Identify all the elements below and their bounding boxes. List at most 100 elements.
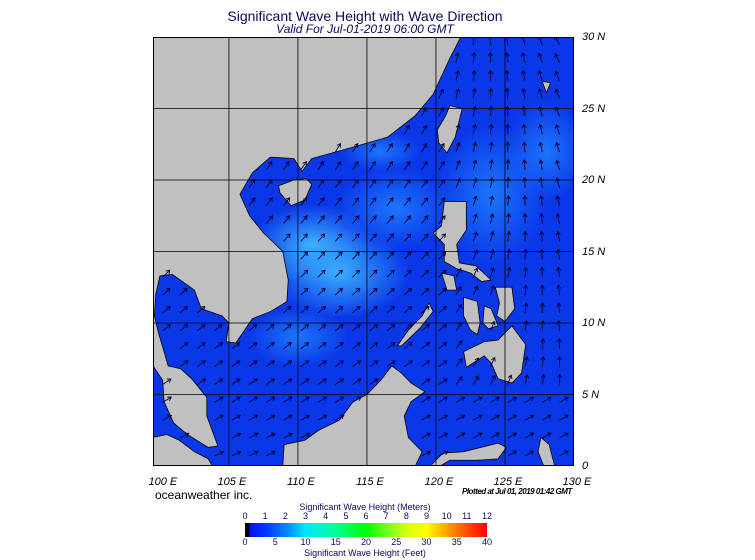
- wave-direction-arrow: [300, 197, 308, 207]
- wave-direction-arrow: [473, 432, 483, 439]
- wave-direction-arrow: [317, 287, 326, 296]
- land-panay-negros: [463, 296, 481, 336]
- wave-direction-arrow: [522, 230, 528, 242]
- lat-label: 25 N: [582, 102, 606, 115]
- wave-direction-arrow: [369, 251, 378, 260]
- wave-direction-arrow: [473, 396, 483, 403]
- wave-direction-arrow: [522, 212, 528, 224]
- wave-direction-arrow: [455, 432, 466, 439]
- wave-direction-arrow: [403, 251, 412, 260]
- wave-direction-arrow: [403, 215, 412, 224]
- land-luzon: [432, 201, 493, 282]
- wave-direction-arrow: [162, 269, 171, 278]
- wave-direction-arrow: [214, 342, 224, 350]
- lat-label: 15 N: [582, 245, 606, 258]
- wave-direction-arrow: [317, 305, 327, 314]
- wave-direction-arrow: [504, 87, 510, 99]
- land-halmahera: [537, 436, 556, 466]
- wave-direction-arrow: [403, 160, 411, 171]
- wave-direction-arrow: [317, 160, 325, 171]
- lat-label: 30 N: [582, 31, 606, 43]
- wave-direction-arrow: [162, 414, 173, 421]
- wave-direction-arrow: [334, 414, 345, 421]
- wave-direction-arrow: [421, 450, 432, 457]
- wave-direction-arrow: [265, 160, 273, 171]
- wave-direction-arrow: [455, 141, 461, 153]
- wave-direction-arrow: [403, 142, 411, 153]
- wave-direction-arrow: [421, 251, 429, 260]
- wave-direction-arrow: [538, 159, 544, 171]
- wave-direction-arrow: [352, 360, 362, 367]
- wave-direction-arrow: [265, 324, 275, 332]
- wave-direction-arrow: [472, 123, 478, 135]
- wave-direction-arrow: [265, 378, 276, 385]
- wave-direction-arrow: [559, 396, 569, 403]
- wave-direction-arrow: [438, 324, 448, 332]
- wave-direction-arrow: [386, 360, 396, 367]
- wave-direction-arrow: [386, 160, 394, 171]
- wave-direction-arrow: [386, 305, 396, 314]
- wave-direction-arrow: [317, 324, 327, 332]
- wave-direction-arrow: [334, 197, 342, 207]
- wave-direction-arrow: [334, 142, 341, 153]
- wave-direction-arrow: [283, 324, 292, 332]
- wave-direction-arrow: [214, 450, 225, 457]
- wave-direction-arrow: [472, 375, 480, 385]
- wave-direction-arrow: [231, 396, 241, 403]
- wave-direction-arrow: [214, 324, 223, 332]
- wave-direction-arrow: [265, 396, 276, 403]
- wave-direction-arrow: [554, 141, 560, 153]
- wave-direction-arrow: [300, 432, 311, 439]
- wave-direction-arrow: [352, 197, 360, 207]
- lat-label: 5 N: [582, 388, 600, 401]
- wave-direction-arrow: [369, 305, 378, 314]
- wave-direction-arrow: [438, 88, 445, 99]
- plotted-time: Plotted at Jul 01, 2019 01:42 GMT: [462, 487, 572, 496]
- wave-direction-arrow: [248, 324, 258, 332]
- wave-direction-arrow: [421, 287, 430, 296]
- wave-direction-arrow: [421, 378, 431, 385]
- wave-direction-arrow: [524, 414, 535, 421]
- wave-direction-arrow: [283, 414, 293, 421]
- wave-direction-arrow: [521, 69, 527, 81]
- wave-direction-arrow: [283, 432, 294, 439]
- wave-direction-arrow: [248, 396, 259, 403]
- colorbar-title-feet: Significant Wave Height (Feet): [304, 548, 426, 558]
- wave-direction-arrow: [540, 373, 546, 385]
- wave-direction-arrow: [438, 160, 445, 171]
- wave-direction-arrow: [506, 212, 512, 224]
- wave-direction-arrow: [555, 159, 560, 171]
- wave-direction-arrow: [334, 251, 343, 260]
- wave-direction-arrow: [438, 305, 447, 314]
- wave-direction-arrow: [421, 414, 431, 421]
- wave-direction-arrow: [471, 51, 477, 63]
- wave-direction-arrow: [369, 215, 377, 224]
- wave-map: [153, 37, 574, 466]
- wave-direction-arrow: [386, 197, 394, 207]
- wave-direction-arrow: [317, 378, 327, 385]
- land-taiwan: [436, 105, 463, 154]
- wave-direction-arrow: [455, 285, 462, 296]
- wave-direction-arrow: [248, 450, 259, 457]
- wave-direction-arrow: [521, 123, 527, 135]
- wave-direction-arrow: [369, 360, 379, 367]
- wave-direction-arrow: [386, 233, 395, 242]
- wave-direction-arrow: [539, 230, 545, 242]
- wave-direction-arrow: [490, 266, 495, 278]
- wave-direction-arrow: [421, 233, 429, 242]
- wave-direction-arrow: [196, 342, 206, 350]
- wave-direction-arrow: [438, 432, 449, 439]
- wave-direction-arrow: [386, 269, 395, 278]
- colorbar-tick-feet: 15: [330, 537, 341, 547]
- wave-direction-arrow: [248, 432, 259, 439]
- wave-direction-arrow: [196, 305, 206, 314]
- wave-direction-arrow: [488, 87, 494, 99]
- wave-direction-arrow: [283, 305, 292, 314]
- wave-direction-arrow: [488, 141, 494, 153]
- wave-direction-arrow: [472, 141, 478, 153]
- colorbar-title-meters: Significant Wave Height (Meters): [299, 502, 431, 512]
- wave-direction-arrow: [334, 305, 344, 314]
- land-borneo: [282, 365, 426, 466]
- wave-direction-arrow: [386, 342, 396, 350]
- colorbar-tick-meters: 7: [383, 511, 389, 521]
